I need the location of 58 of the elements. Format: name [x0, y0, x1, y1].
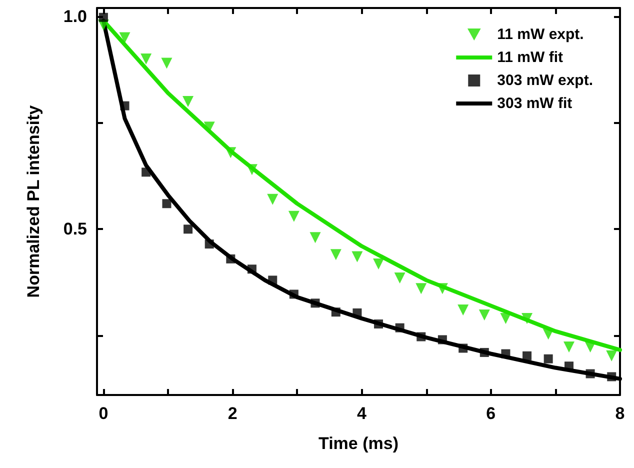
point [288, 210, 300, 222]
y-tick-label: 1.0 [63, 7, 87, 26]
point [331, 308, 340, 317]
x-axis-title: Time (ms) [318, 434, 398, 453]
point [458, 304, 469, 316]
point [563, 341, 574, 352]
point [204, 240, 214, 249]
point [480, 348, 489, 357]
point [225, 147, 236, 158]
point [544, 354, 553, 364]
legend-label: 303 mW expt. [497, 72, 594, 89]
point [352, 251, 363, 262]
point [584, 341, 596, 352]
point [373, 258, 384, 270]
point [500, 312, 512, 324]
point [395, 323, 404, 332]
legend-label: 11 mW fit [497, 49, 563, 66]
legend-label: 11 mW expt. [497, 26, 584, 43]
y-axis-title: Normalized PL intensity [24, 104, 43, 298]
point [586, 369, 595, 378]
point [161, 58, 172, 69]
point [330, 249, 342, 260]
x-tick-label: 8 [615, 404, 625, 423]
point [394, 272, 406, 284]
point [416, 332, 426, 342]
point [247, 264, 256, 274]
point [119, 32, 130, 44]
point [226, 254, 236, 264]
point [182, 96, 194, 108]
point [246, 164, 258, 176]
point [267, 194, 278, 205]
point [607, 372, 616, 382]
point [162, 199, 172, 208]
point [416, 283, 427, 294]
point [501, 349, 510, 358]
legend-label: 303 mW fit [497, 95, 572, 112]
y-tick-label: 0.5 [63, 220, 87, 239]
point [522, 312, 533, 324]
x-tick-label: 4 [356, 404, 367, 423]
point [140, 54, 152, 65]
point [606, 350, 618, 362]
point [352, 308, 362, 318]
x-tick-label: 0 [98, 404, 108, 423]
point [142, 168, 151, 177]
point [310, 298, 320, 308]
x-tick-label: 2 [228, 404, 238, 423]
point [268, 276, 278, 285]
point [478, 310, 490, 321]
point [458, 344, 468, 353]
point [438, 335, 447, 344]
point [289, 290, 298, 299]
point [184, 224, 193, 234]
point [374, 319, 384, 328]
point [542, 328, 554, 340]
x-tick-label: 6 [486, 404, 496, 423]
point [120, 101, 130, 110]
point [522, 351, 532, 360]
point [310, 232, 321, 244]
